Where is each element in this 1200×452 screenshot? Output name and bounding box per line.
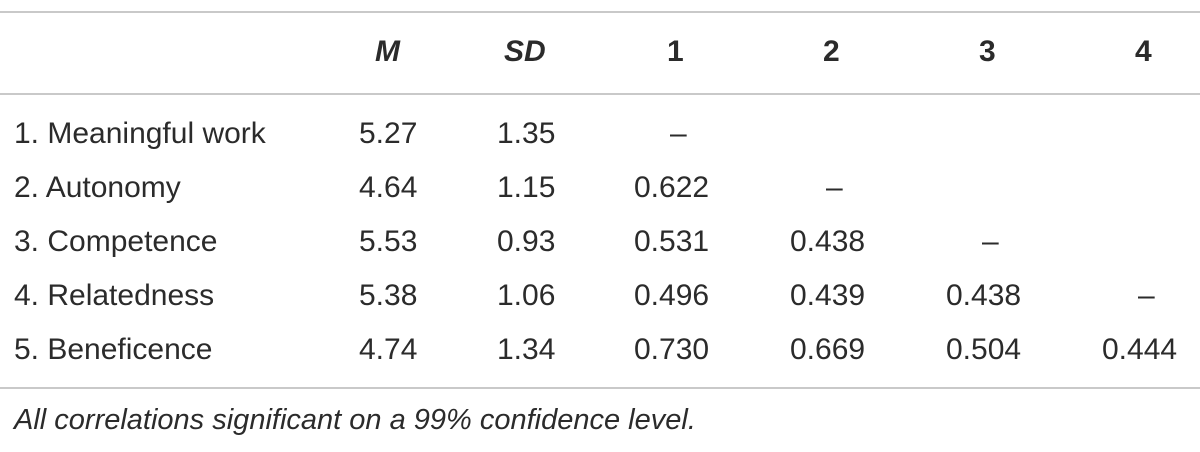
mean-value: 5.53 bbox=[359, 225, 418, 258]
row-label: 4. Relatedness bbox=[14, 279, 215, 312]
corr-col-1: 0.730 bbox=[634, 333, 710, 366]
corr-col-1: 0.622 bbox=[634, 171, 710, 204]
header-sd: SD bbox=[504, 35, 546, 68]
header-col-3: 3 bbox=[979, 35, 996, 68]
sd-value: 1.15 bbox=[497, 171, 556, 204]
corr-col-3: – bbox=[982, 225, 999, 258]
corr-col-3: 0.504 bbox=[946, 333, 1022, 366]
mean-value: 4.64 bbox=[359, 171, 418, 204]
table-bottom-rule bbox=[0, 387, 1200, 389]
corr-col-2: – bbox=[826, 171, 843, 204]
corr-col-2: 0.438 bbox=[790, 225, 866, 258]
table-footnote: All correlations significant on a 99% co… bbox=[14, 404, 696, 436]
corr-col-4: 0.444 bbox=[1102, 333, 1178, 366]
table-top-rule bbox=[0, 11, 1200, 13]
sd-value: 1.06 bbox=[497, 279, 556, 312]
header-col-2: 2 bbox=[823, 35, 840, 68]
table-row: 4. Relatedness 5.38 1.06 0.496 0.439 0.4… bbox=[0, 269, 1200, 323]
row-label: 5. Beneficence bbox=[14, 333, 213, 366]
sd-value: 0.93 bbox=[497, 225, 556, 258]
row-label: 3. Competence bbox=[14, 225, 218, 258]
header-col-1: 1 bbox=[667, 35, 684, 68]
table-header-row: M SD 1 2 3 4 bbox=[0, 25, 1200, 79]
table-row: 5. Beneficence 4.74 1.34 0.730 0.669 0.5… bbox=[0, 323, 1200, 377]
corr-col-1: – bbox=[670, 117, 687, 150]
row-label: 1. Meaningful work bbox=[14, 117, 266, 150]
corr-col-1: 0.531 bbox=[634, 225, 710, 258]
corr-col-3: 0.438 bbox=[946, 279, 1022, 312]
corr-col-1: 0.496 bbox=[634, 279, 710, 312]
row-label: 2. Autonomy bbox=[14, 171, 181, 204]
table-header-rule bbox=[0, 93, 1200, 95]
corr-col-2: 0.439 bbox=[790, 279, 866, 312]
mean-value: 4.74 bbox=[359, 333, 418, 366]
sd-value: 1.34 bbox=[497, 333, 556, 366]
corr-col-4: – bbox=[1138, 279, 1155, 312]
mean-value: 5.38 bbox=[359, 279, 418, 312]
table-row: 2. Autonomy 4.64 1.15 0.622 – bbox=[0, 161, 1200, 215]
header-col-4: 4 bbox=[1135, 35, 1152, 68]
corr-col-2: 0.669 bbox=[790, 333, 866, 366]
sd-value: 1.35 bbox=[497, 117, 556, 150]
header-mean: M bbox=[375, 35, 400, 68]
table-row: 3. Competence 5.53 0.93 0.531 0.438 – bbox=[0, 215, 1200, 269]
table-row: 1. Meaningful work 5.27 1.35 – bbox=[0, 107, 1200, 161]
mean-value: 5.27 bbox=[359, 117, 418, 150]
